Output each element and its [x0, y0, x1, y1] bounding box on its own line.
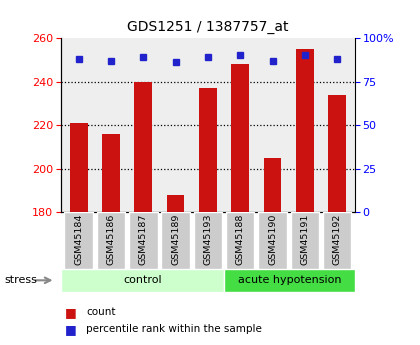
Text: control: control [123, 275, 162, 285]
FancyBboxPatch shape [226, 212, 255, 269]
Bar [231, 64, 249, 212]
Text: GSM45187: GSM45187 [139, 214, 148, 265]
Bar [134, 81, 152, 212]
FancyBboxPatch shape [194, 212, 222, 269]
Text: ■: ■ [65, 306, 77, 319]
FancyBboxPatch shape [61, 269, 224, 292]
Title: GDS1251 / 1387757_at: GDS1251 / 1387757_at [127, 20, 289, 34]
Text: GSM45192: GSM45192 [333, 214, 341, 265]
FancyBboxPatch shape [323, 212, 352, 269]
Text: GSM45191: GSM45191 [300, 214, 309, 265]
Text: acute hypotension: acute hypotension [238, 275, 341, 285]
FancyBboxPatch shape [129, 212, 158, 269]
Bar [296, 49, 314, 212]
Text: count: count [86, 307, 116, 317]
FancyBboxPatch shape [161, 212, 190, 269]
FancyBboxPatch shape [224, 269, 355, 292]
Bar [167, 195, 184, 212]
Text: percentile rank within the sample: percentile rank within the sample [86, 325, 262, 334]
Bar [328, 95, 346, 212]
FancyBboxPatch shape [97, 212, 125, 269]
Bar [264, 158, 281, 212]
Text: GSM45184: GSM45184 [74, 214, 83, 265]
Text: GSM45186: GSM45186 [107, 214, 116, 265]
FancyBboxPatch shape [64, 212, 93, 269]
Text: GSM45193: GSM45193 [203, 214, 213, 265]
FancyBboxPatch shape [258, 212, 287, 269]
Text: GSM45188: GSM45188 [236, 214, 245, 265]
Text: stress: stress [4, 275, 37, 285]
Bar [102, 134, 120, 212]
Bar [199, 88, 217, 212]
Text: ■: ■ [65, 323, 77, 336]
Text: GSM45189: GSM45189 [171, 214, 180, 265]
Text: GSM45190: GSM45190 [268, 214, 277, 265]
Bar [70, 123, 87, 212]
FancyBboxPatch shape [291, 212, 319, 269]
